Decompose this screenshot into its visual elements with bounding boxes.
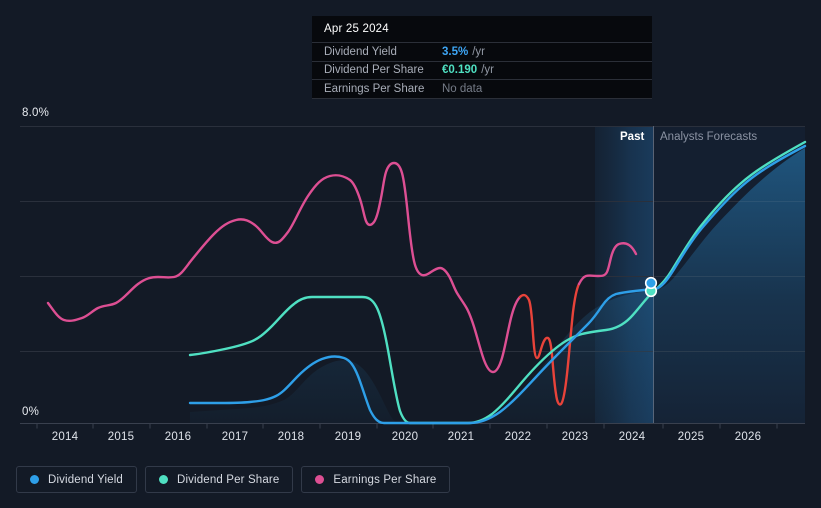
tooltip-date: Apr 25 2024 (324, 23, 389, 35)
earnings-per-share-line-late (577, 242, 638, 286)
tooltip-row-unit: /yr (472, 45, 485, 58)
tooltip-row: Dividend Yield 3.5%/yr (312, 42, 652, 61)
x-axis-label-2018: 2018 (277, 431, 305, 443)
legend-item-earnings-per-share[interactable]: Earnings Per Share (301, 466, 451, 493)
tooltip-rows: Dividend Yield 3.5%/yr Dividend Per Share €… (312, 42, 652, 99)
tooltip-row-label: Earnings Per Share (324, 82, 425, 95)
earnings-per-share-line (46, 161, 522, 374)
tooltip-row: Dividend Per Share €0.190/yr (312, 60, 652, 80)
legend-dot-icon (30, 475, 39, 484)
legend-item-dividend-yield[interactable]: Dividend Yield (16, 466, 137, 493)
x-axis-label-2025: 2025 (677, 431, 705, 443)
tooltip: Apr 25 2024 Dividend Yield 3.5%/yr Dividen… (312, 16, 652, 99)
forecast-label: Analysts Forecasts (660, 131, 758, 143)
past-label: Past (620, 131, 645, 143)
x-axis-label-2023: 2023 (561, 431, 589, 443)
x-axis-label-2019: 2019 (334, 431, 362, 443)
tooltip-row-value: 3.5% (442, 45, 469, 58)
x-axis-label-2021: 2021 (447, 431, 475, 443)
x-axis-label-2026: 2026 (734, 431, 762, 443)
earnings-per-share-line-negative (518, 282, 581, 406)
tooltip-row-unit: /yr (481, 64, 494, 77)
tooltip-row: Earnings Per Share No data (312, 79, 652, 99)
y-axis-label-top: 8.0% (22, 107, 50, 119)
x-axis-label-2020: 2020 (391, 431, 419, 443)
legend-item-label: Dividend Per Share (176, 473, 280, 486)
gridticks-x (36, 423, 778, 429)
legend-item-label: Dividend Yield (48, 473, 123, 486)
y-axis-label-zero: 0% (22, 406, 40, 418)
datapoint-dividend-yield (644, 276, 658, 290)
legend-item-dividend-per-share[interactable]: Dividend Per Share (144, 466, 294, 493)
legend-dot-icon (315, 475, 325, 484)
dividend-yield-area (190, 148, 805, 423)
tooltip-row-label: Dividend Per Share (324, 64, 424, 77)
x-axis-label-2015: 2015 (107, 431, 135, 443)
tooltip-row-value: No data (442, 82, 483, 95)
x-axis-label-2024: 2024 (618, 431, 646, 443)
tooltip-row-value: €0.190 (442, 64, 478, 77)
x-axis-label-2022: 2022 (504, 431, 532, 443)
tooltip-row-label: Dividend Yield (324, 45, 397, 58)
legend-item-label: Earnings Per Share (333, 473, 437, 486)
legend-dot-icon (158, 475, 168, 484)
dividend-yield-line (188, 144, 807, 425)
x-axis-label-2014: 2014 (51, 431, 79, 443)
x-axis-label-2016: 2016 (164, 431, 192, 443)
legend: Dividend Yield Dividend Per Share Earnings… (16, 466, 451, 493)
x-axis-label-2017: 2017 (221, 431, 249, 443)
